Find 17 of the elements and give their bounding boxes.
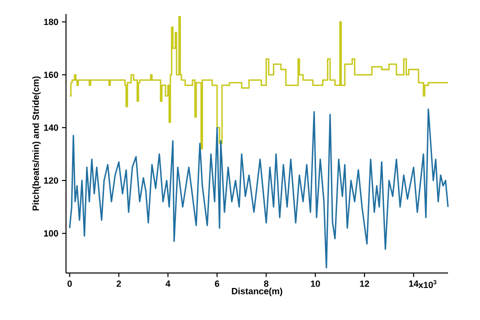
y-tick-label: 180 bbox=[44, 18, 58, 26]
x-tick-label: 4 bbox=[166, 280, 170, 287]
y-axis-title: Pitch(beats/min) and Stride(cm) bbox=[32, 76, 41, 210]
x-tick-label: 0 bbox=[68, 280, 72, 287]
x-tick-label: 10 bbox=[310, 280, 320, 287]
x-tick-label: 8 bbox=[264, 280, 268, 287]
y-tick-label: 160 bbox=[44, 72, 58, 78]
x-tick-label: 2 bbox=[116, 280, 121, 287]
text: x10$^{3}$ bbox=[418, 280, 436, 288]
x-tick-label: 6 bbox=[214, 280, 220, 287]
x-tick-label: 12 bbox=[360, 280, 370, 287]
y-tick-label: 120 bbox=[44, 177, 58, 184]
x-tick-label: 14 bbox=[409, 280, 419, 287]
y-tick-label: 140 bbox=[44, 124, 58, 131]
y-tick-label: 100 bbox=[44, 230, 58, 237]
line-series bbox=[68, 108, 449, 268]
x-axis-title: Distance(m) bbox=[232, 288, 282, 296]
